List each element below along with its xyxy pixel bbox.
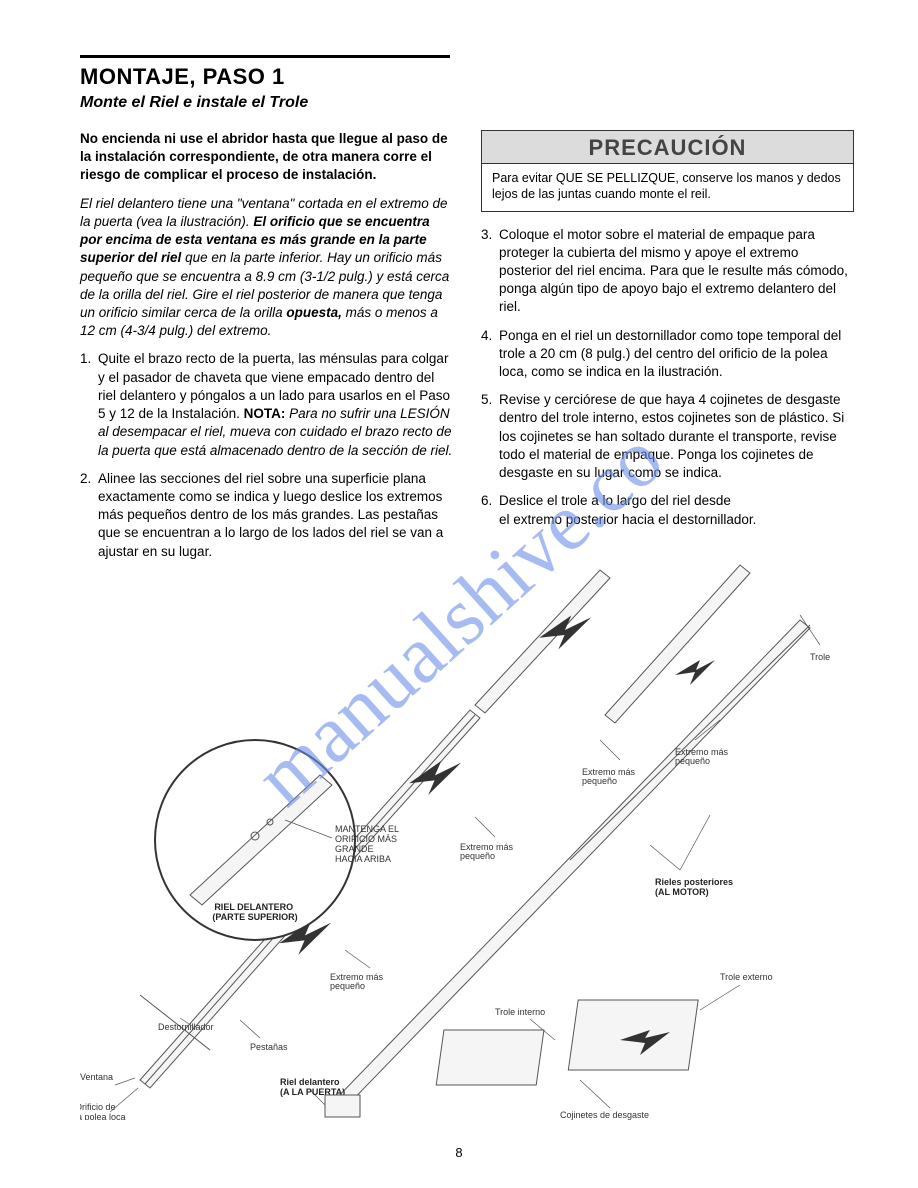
heading-rule: [80, 55, 450, 58]
left-list: Quite el brazo recto de la puerta, las m…: [80, 350, 453, 560]
label-extremo-3: Extremo más pequeño: [582, 767, 638, 786]
label-cojinetes: Cojinetes de desgaste: [560, 1110, 649, 1120]
label-trole-interno: Trole interno: [495, 1007, 545, 1017]
label-trole-externo: Trole externo: [720, 972, 773, 982]
circle-detail: MANTENGA EL ORIFICIO MÁS GRANDE HACIA AR…: [155, 740, 401, 940]
label-destornillador: Destornillador: [158, 1022, 214, 1032]
intro-paragraph: No encienda ni use el abridor hasta que …: [80, 130, 453, 185]
left-rail-assembly: [140, 565, 750, 1088]
page-subtitle: Monte el Riel e instale el Trole: [80, 94, 858, 112]
label-extremo-1: Extremo más pequeño: [330, 972, 386, 991]
italic-paragraph: El riel delantero tiene una "ventana" co…: [80, 195, 453, 341]
list-item-5: Revise y cerciórese de que haya 4 cojine…: [499, 391, 854, 482]
item1-note-label: NOTA:: [244, 406, 286, 421]
list-item-6: Deslice el trole a lo largo del riel des…: [499, 492, 854, 528]
list-item-1: Quite el brazo recto de la puerta, las m…: [98, 350, 453, 459]
right-rail-assembly: [330, 560, 835, 1113]
content-columns: No encienda ni use el abridor hasta que …: [80, 130, 858, 571]
italic-bold-2: opuesta,: [286, 305, 342, 320]
label-extremo-4: Extremo más pequeño: [675, 747, 731, 766]
caution-box: PRECAUCIÓN Para evitar QUE SE PELLIZQUE,…: [481, 130, 854, 212]
right-list: Coloque el motor sobre el material de em…: [481, 226, 854, 529]
right-column: PRECAUCIÓN Para evitar QUE SE PELLIZQUE,…: [481, 130, 854, 571]
list-item-4: Ponga en el riel un destornillador como …: [499, 327, 854, 382]
label-trole: Trole: [810, 652, 830, 662]
caution-title: PRECAUCIÓN: [482, 131, 853, 164]
label-orificio: Orificio de la polea loca: [80, 1102, 126, 1120]
trole-detail: Trole externo Trole interno Cojinetes de…: [436, 972, 772, 1120]
extremo-labels: Extremo más pequeño Extremo más pequeño …: [330, 615, 830, 991]
page-number: 8: [455, 1145, 462, 1160]
label-rieles-post: Rieles posteriores (AL MOTOR): [655, 877, 736, 897]
label-riel-sup: RIEL DELANTERO (PARTE SUPERIOR): [212, 902, 297, 922]
item6-a: Deslice el trole a lo largo del riel des…: [499, 493, 731, 508]
page-title: MONTAJE, PASO 1: [80, 64, 858, 90]
bottom-labels: Destornillador Pestañas Ventana Orificio…: [80, 995, 360, 1120]
assembly-diagram: MANTENGA EL ORIFICIO MÁS GRANDE HACIA AR…: [80, 560, 860, 1120]
label-ventana: Ventana: [80, 1072, 113, 1082]
list-item-3: Coloque el motor sobre el material de em…: [499, 226, 854, 317]
label-pestanas: Pestañas: [250, 1042, 288, 1052]
label-riel-puerta: Riel delantero (A LA PUERTA): [280, 1077, 345, 1097]
list-item-2: Alinee las secciones del riel sobre una …: [98, 470, 453, 561]
label-extremo-2: Extremo más pequeño: [460, 842, 516, 861]
caution-body: Para evitar QUE SE PELLIZQUE, conserve l…: [482, 164, 853, 211]
item6-b: el extremo posterior hacia el destornill…: [499, 512, 756, 527]
left-column: No encienda ni use el abridor hasta que …: [80, 130, 453, 571]
label-mantenga: MANTENGA EL ORIFICIO MÁS GRANDE HACIA AR…: [335, 824, 401, 864]
